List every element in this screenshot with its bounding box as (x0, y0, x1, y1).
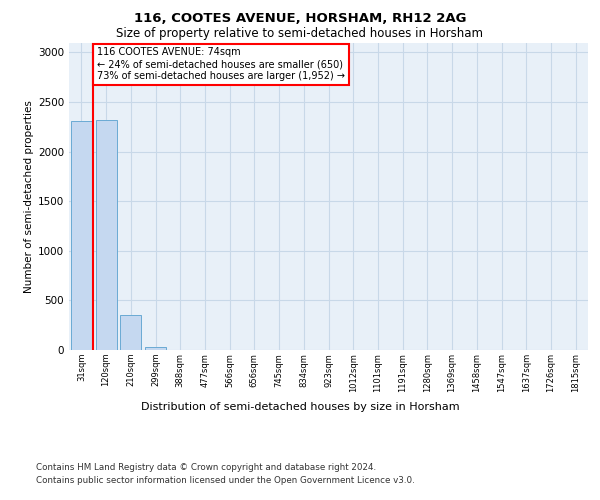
Bar (120, 316, 141, 350)
Text: Contains HM Land Registry data © Crown copyright and database right 2024.: Contains HM Land Registry data © Crown c… (36, 462, 376, 471)
Text: 116 COOTES AVENUE: 74sqm
← 24% of semi-detached houses are smaller (650)
73% of : 116 COOTES AVENUE: 74sqm ← 24% of semi-d… (97, 48, 345, 80)
Text: 116, COOTES AVENUE, HORSHAM, RH12 2AG: 116, COOTES AVENUE, HORSHAM, RH12 2AG (134, 12, 466, 26)
Text: Distribution of semi-detached houses by size in Horsham: Distribution of semi-detached houses by … (140, 402, 460, 412)
Bar (95, 120, 116, 350)
Text: Size of property relative to semi-detached houses in Horsham: Size of property relative to semi-detach… (116, 28, 484, 40)
Y-axis label: Number of semi-detached properties: Number of semi-detached properties (24, 100, 34, 292)
Bar (145, 347, 166, 350)
Bar (71, 121, 92, 350)
Text: Contains public sector information licensed under the Open Government Licence v3: Contains public sector information licen… (36, 476, 415, 485)
